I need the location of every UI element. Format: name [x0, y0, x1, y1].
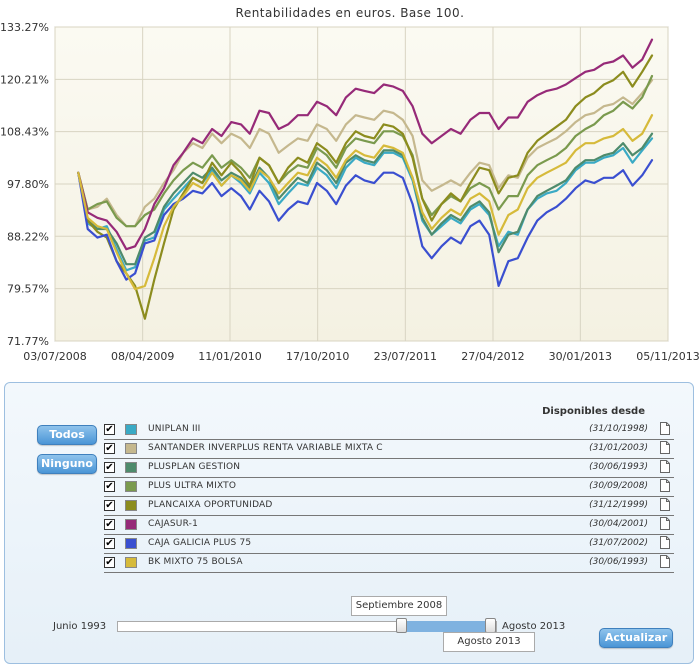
y-tick-label: 133.27% — [0, 21, 49, 34]
y-tick-label: 120.21% — [0, 73, 49, 86]
slider-end-handle[interactable] — [485, 618, 496, 633]
fund-color-swatch — [125, 462, 137, 473]
document-icon[interactable] — [660, 498, 670, 511]
fund-checkbox[interactable]: ✔ — [104, 519, 115, 530]
fund-name: SANTANDER INVERPLUS RENTA VARIABLE MIXTA… — [148, 443, 383, 453]
fund-color-swatch — [125, 500, 137, 511]
available-since-header: Disponibles desde — [542, 406, 645, 417]
fund-available-date: (30/06/1993) — [589, 462, 648, 472]
fund-row: ✔ UNIPLAN III (31/10/1998) — [104, 421, 674, 440]
fund-color-swatch — [125, 538, 137, 549]
fund-name: PLUSPLAN GESTION — [148, 462, 241, 472]
slider-min-label: Junio 1993 — [53, 621, 107, 632]
series-line-3 — [77, 132, 654, 266]
fund-color-swatch — [125, 443, 137, 454]
slider-selected-range — [401, 621, 491, 632]
fund-available-date: (31/12/1999) — [589, 500, 648, 510]
series-line-2 — [77, 79, 654, 228]
x-tick-label: 27/04/2012 — [461, 350, 524, 363]
document-icon[interactable] — [660, 422, 670, 435]
fund-checkbox[interactable]: ✔ — [104, 481, 115, 492]
x-tick-label: 23/07/2011 — [374, 350, 437, 363]
fund-available-date: (31/07/2002) — [589, 538, 648, 548]
x-tick-label: 30/01/2013 — [549, 350, 612, 363]
fund-name: CAJA GALICIA PLUS 75 — [148, 538, 252, 548]
x-tick-label: 05/11/2013 — [636, 350, 699, 363]
chart-area: Rentabilidades en euros. Base 100. 133.2… — [0, 6, 700, 363]
date-range-slider[interactable] — [117, 621, 497, 632]
y-tick-label: 97.80% — [7, 178, 49, 191]
series-line-5 — [77, 54, 654, 320]
document-icon[interactable] — [660, 555, 670, 568]
y-tick-labels: 133.27% 120.21% 108.43% 97.80% 88.22% 79.57% 7… — [0, 21, 49, 348]
fund-checkbox[interactable]: ✔ — [104, 462, 115, 473]
line-chart: 133.27% 120.21% 108.43% 97.80% 88.22% 79.57% 7… — [0, 21, 700, 363]
fund-row: ✔ PLUSPLAN GESTION (30/06/1993) — [104, 459, 674, 478]
x-tick-labels: 03/07/2008 08/04/2009 11/01/2010 17/10/2010… — [23, 350, 699, 363]
fund-name: CAJASUR-1 — [148, 519, 199, 529]
fund-name: PLANCAIXA OPORTUNIDAD — [148, 500, 273, 510]
document-icon[interactable] — [660, 536, 670, 549]
y-tick-label: 88.22% — [7, 230, 49, 243]
y-tick-label: 71.77% — [7, 335, 49, 348]
fund-row: ✔ CAJASUR-1 (30/04/2001) — [104, 516, 674, 535]
fund-selection-panel: Todos Ninguno Disponibles desde ✔ UNIPLAN… — [4, 382, 694, 664]
fund-name: BK MIXTO 75 BOLSA — [148, 557, 243, 567]
fund-name: UNIPLAN III — [148, 424, 201, 434]
fund-available-date: (31/01/2003) — [589, 443, 648, 453]
document-icon[interactable] — [660, 517, 670, 530]
slider-max-label: Agosto 2013 — [502, 621, 566, 632]
fund-available-date: (30/06/1993) — [589, 557, 648, 567]
chart-title: Rentabilidades en euros. Base 100. — [235, 6, 465, 20]
fund-row: ✔ PLANCAIXA OPORTUNIDAD (31/12/1999) — [104, 497, 674, 516]
fund-checkbox[interactable]: ✔ — [104, 538, 115, 549]
fund-available-date: (30/09/2008) — [589, 481, 648, 491]
y-tick-label: 79.57% — [7, 283, 49, 296]
slider-start-tooltip: Septiembre 2008 — [351, 596, 447, 616]
fund-color-swatch — [125, 481, 137, 492]
fund-checkbox[interactable]: ✔ — [104, 557, 115, 568]
document-icon[interactable] — [660, 479, 670, 492]
fund-row: ✔ CAJA GALICIA PLUS 75 (31/07/2002) — [104, 535, 674, 554]
series-lines — [77, 38, 654, 320]
y-tick-label: 108.43% — [0, 126, 49, 139]
fund-available-date: (30/04/2001) — [589, 519, 648, 529]
document-icon[interactable] — [660, 460, 670, 473]
fund-color-swatch — [125, 424, 137, 435]
fund-list: ✔ UNIPLAN III (31/10/1998) ✔ SANTANDER INVER… — [104, 421, 674, 573]
slider-start-handle[interactable] — [396, 618, 407, 633]
series-line-8 — [77, 114, 654, 291]
series-line-1 — [77, 137, 654, 272]
series-line-7 — [77, 159, 654, 287]
fund-available-date: (31/10/1998) — [589, 424, 648, 434]
slider-end-tooltip: Agosto 2013 — [443, 632, 535, 652]
x-tick-label: 03/07/2008 — [23, 350, 86, 363]
fund-row: ✔ BK MIXTO 75 BOLSA (30/06/1993) — [104, 554, 674, 573]
fund-checkbox[interactable]: ✔ — [104, 424, 115, 435]
x-tick-label: 08/04/2009 — [111, 350, 174, 363]
series-line-6 — [77, 38, 654, 251]
x-tick-label: 11/01/2010 — [198, 350, 261, 363]
fund-checkbox[interactable]: ✔ — [104, 443, 115, 454]
fund-checkbox[interactable]: ✔ — [104, 500, 115, 511]
series-line-4 — [77, 74, 654, 228]
x-tick-label: 17/10/2010 — [286, 350, 349, 363]
fund-row: ✔ PLUS ULTRA MIXTO (30/09/2008) — [104, 478, 674, 497]
fund-color-swatch — [125, 519, 137, 530]
select-none-button[interactable]: Ninguno — [37, 454, 97, 474]
document-icon[interactable] — [660, 441, 670, 454]
select-all-button[interactable]: Todos — [37, 425, 97, 445]
fund-row: ✔ SANTANDER INVERPLUS RENTA VARIABLE MIXT… — [104, 440, 674, 459]
fund-name: PLUS ULTRA MIXTO — [148, 481, 237, 491]
update-button[interactable]: Actualizar — [599, 628, 673, 648]
grid-lines — [54, 26, 669, 342]
fund-color-swatch — [125, 557, 137, 568]
